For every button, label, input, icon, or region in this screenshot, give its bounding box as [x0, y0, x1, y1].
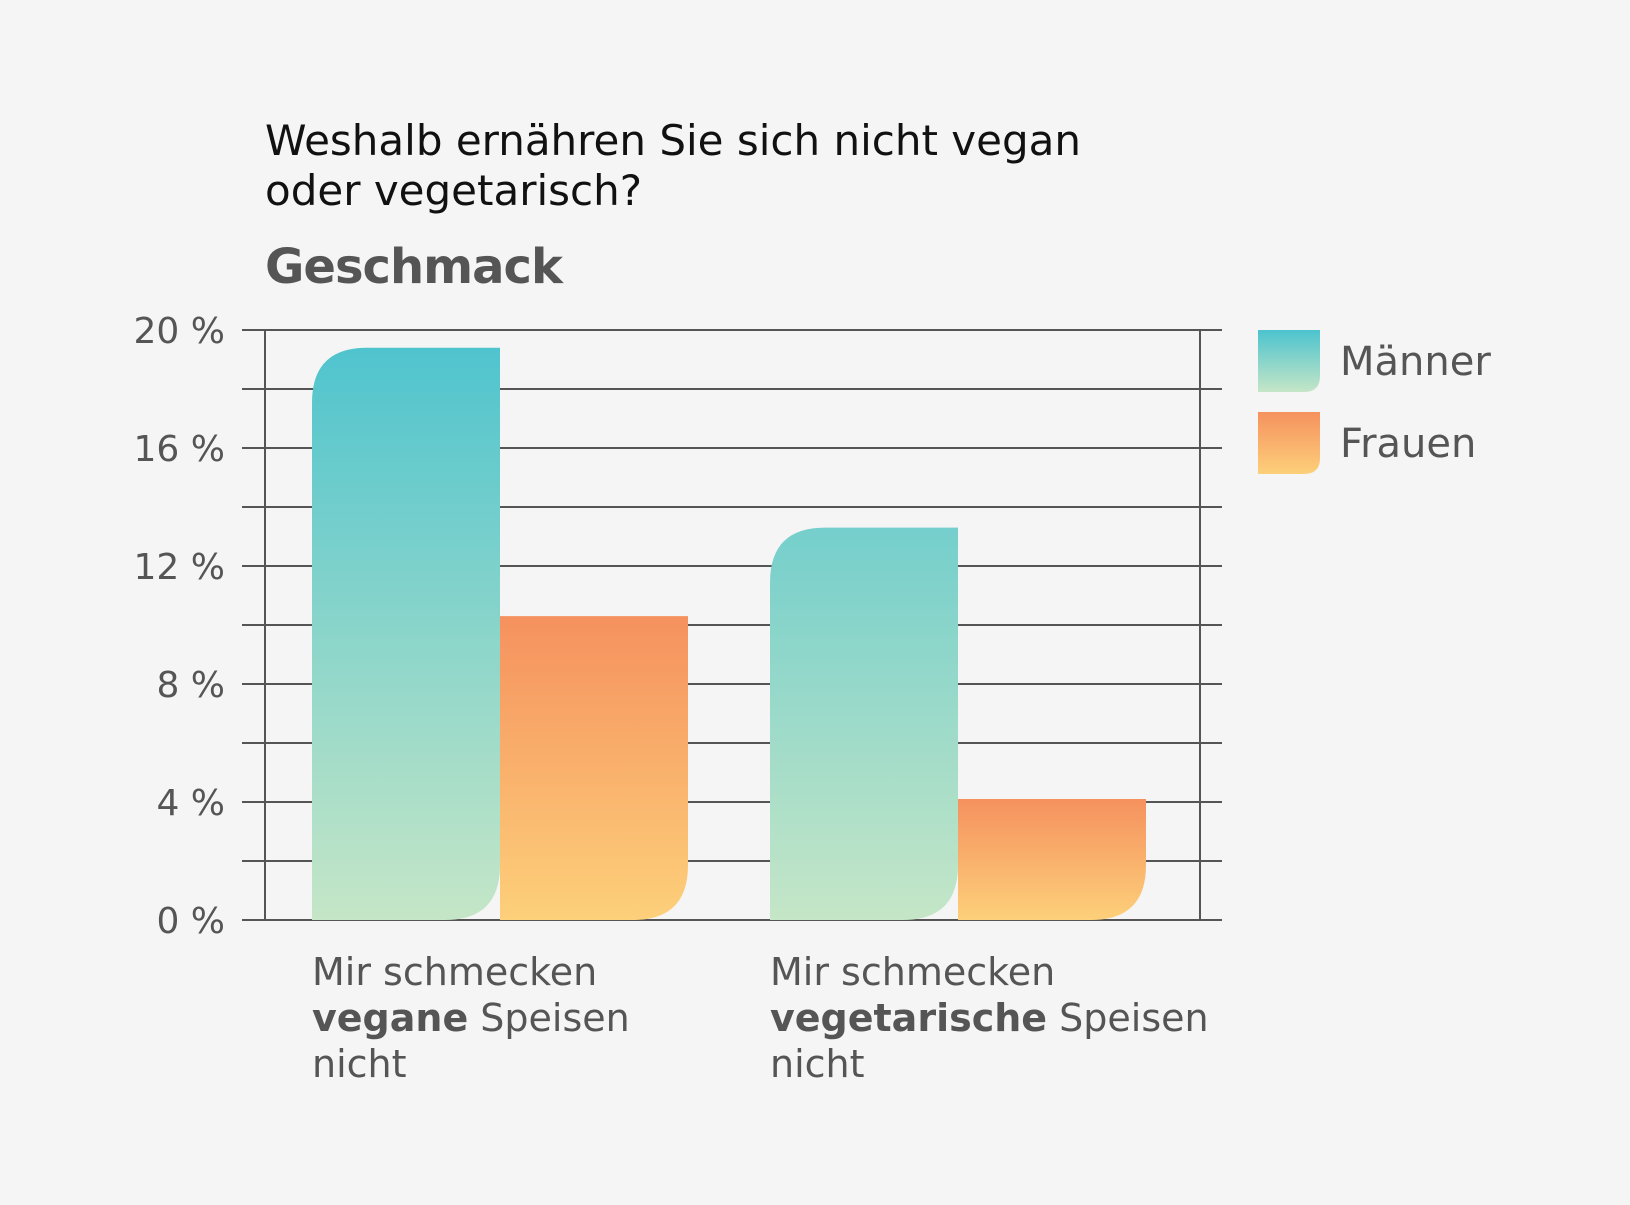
y-tick-label: 4 %: [156, 783, 225, 824]
bar-maenner-1: [312, 347, 500, 920]
chart-title: Weshalb ernähren Sie sich nicht vegan ode…: [265, 116, 1081, 215]
bar-frauen-1: [500, 616, 688, 920]
chart-subtitle: Geschmack: [265, 239, 564, 295]
bars: [312, 347, 1146, 920]
y-tick-label: 8 %: [156, 665, 225, 706]
x-axis-category-labels: Mir schmecken vegane Speisen nicht Mir schm…: [312, 950, 1209, 1086]
bar-maenner-2: [770, 527, 958, 920]
bar-frauen-2: [958, 799, 1146, 920]
x-category-label: Mir schmecken vegane Speisen nicht: [312, 950, 630, 1086]
legend-label: Frauen: [1340, 421, 1476, 467]
y-tick-label: 12 %: [134, 547, 225, 588]
y-tick-label: 20 %: [134, 311, 225, 352]
legend-swatch-maenner: [1258, 330, 1320, 392]
y-tick-label: 0 %: [156, 901, 225, 942]
legend-swatch-frauen: [1258, 412, 1320, 474]
y-axis-tick-labels: 0 % 4 % 8 % 12 % 16 % 20 %: [134, 311, 225, 942]
x-category-label: Mir schmecken vegetarische Speisen nicht: [770, 950, 1209, 1086]
y-tick-label: 16 %: [134, 429, 225, 470]
legend-label: Männer: [1340, 339, 1491, 385]
legend: Männer Frauen: [1258, 330, 1491, 474]
